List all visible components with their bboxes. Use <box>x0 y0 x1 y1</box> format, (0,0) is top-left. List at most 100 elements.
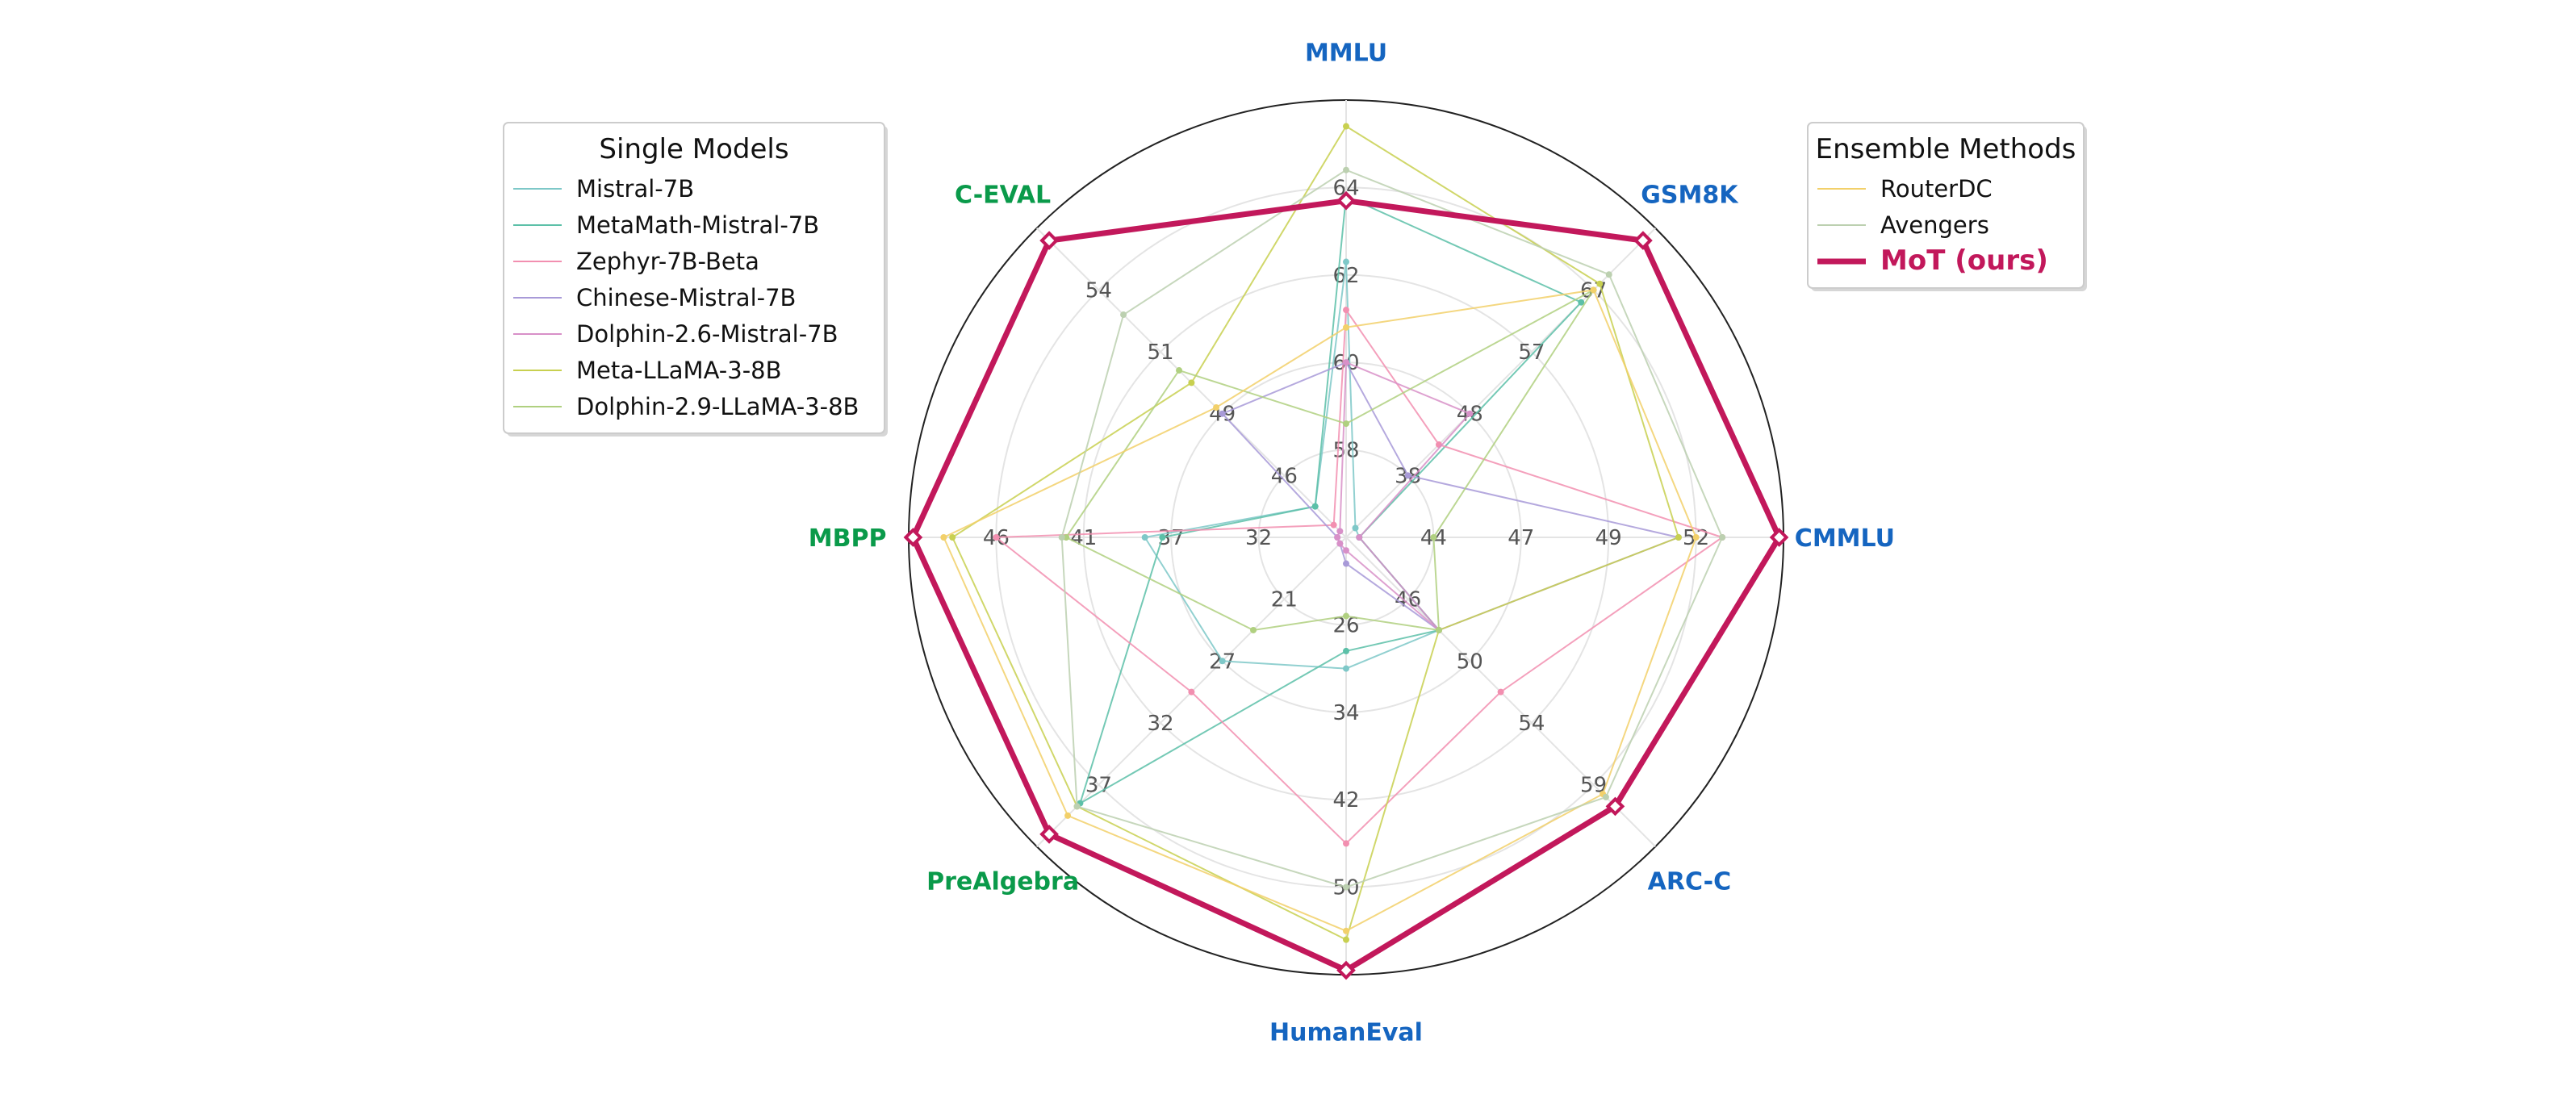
legend-single-models: Single Models Mistral-7B MetaMath-Mistral-… <box>503 122 888 437</box>
tick-label-humaneval-2: 34 <box>1332 701 1359 725</box>
tick-label-c-eval-4: 54 <box>1085 278 1112 303</box>
point-mot-ours-mbpp <box>903 528 923 547</box>
legend-box <box>1807 122 2085 289</box>
legend-label-routerdc: RouterDC <box>1880 175 1993 203</box>
legend-label-metamath-mistral-7b: MetaMath-Mistral-7B <box>576 211 819 239</box>
point-routerdc-mbpp <box>940 534 947 541</box>
point-meta-llama-3-8b-c-eval <box>1188 379 1195 386</box>
legend-label-zephyr-7b-beta: Zephyr-7B-Beta <box>576 248 759 275</box>
point-dolphin-2-9-llama-3-8b-cmmlu <box>1430 534 1437 541</box>
tick-label-prealgebra-3: 32 <box>1148 712 1174 736</box>
point-metamath-mistral-7b-humaneval <box>1343 647 1349 654</box>
point-avengers-mbpp <box>1058 534 1065 541</box>
point-dolphin-2-9-llama-3-8b-prealgebra <box>1250 626 1257 633</box>
legend-label-meta-llama-3-8b: Meta-LLaMA-3-8B <box>576 357 782 384</box>
point-dolphin-2-9-llama-3-8b-mmlu <box>1343 420 1349 428</box>
tick-label-c-eval-1: 46 <box>1271 464 1298 488</box>
point-dolphin-2-6-mistral-7b-gsm8k <box>1466 410 1474 417</box>
point-dolphin-2-6-mistral-7b-mbpp <box>1334 534 1341 541</box>
radar-axis-labels: MMLU GSM8K CMMLU ARC-C HumanEval PreAlgebra MB… <box>809 39 1895 1046</box>
axis-label-cmmlu: CMMLU <box>1795 524 1895 553</box>
point-avengers-mmlu <box>1343 166 1349 173</box>
tick-label-cmmlu-2: 47 <box>1508 526 1534 550</box>
point-routerdc-mmlu <box>1343 324 1349 331</box>
axis-label-gsm8k: GSM8K <box>1641 182 1739 210</box>
point-meta-llama-3-8b-mmlu <box>1343 123 1349 130</box>
legends: Single Models Mistral-7B MetaMath-Mistral-… <box>503 122 2087 437</box>
point-mot-ours-mmlu <box>1336 190 1356 211</box>
radar-series <box>903 123 1789 980</box>
point-metamath-mistral-7b-c-eval <box>1311 503 1319 510</box>
point-avengers-arc-c <box>1602 793 1609 800</box>
axis-line-gsm8k <box>1345 228 1656 538</box>
axis-label-mbpp: MBPP <box>809 524 887 553</box>
point-chinese-mistral-7b-humaneval <box>1343 560 1349 567</box>
tick-label-arc-c-3: 54 <box>1518 712 1545 736</box>
point-mot-ours-cmmlu <box>1769 528 1789 547</box>
point-metamath-mistral-7b-mbpp <box>1159 534 1166 541</box>
legend-label-mistral-7b: Mistral-7B <box>576 175 694 203</box>
point-dolphin-2-6-mistral-7b-mmlu <box>1343 359 1349 366</box>
point-dolphin-2-9-llama-3-8b-c-eval <box>1176 367 1183 374</box>
point-dolphin-2-6-mistral-7b-cmmlu <box>1356 534 1363 541</box>
point-mot-ours-prealgebra <box>1039 825 1059 844</box>
legend-label-avengers: Avengers <box>1880 211 1989 239</box>
legend-label-dolphin-2-9-llama-3-8b: Dolphin-2.9-LLaMA-3-8B <box>576 393 859 420</box>
tick-label-c-eval-3: 51 <box>1148 340 1174 365</box>
point-chinese-mistral-7b-gsm8k <box>1404 472 1411 479</box>
point-mistral-7b-mmlu <box>1343 258 1349 265</box>
point-dolphin-2-6-mistral-7b-humaneval <box>1343 547 1349 554</box>
point-dolphin-2-9-llama-3-8b-arc-c <box>1435 626 1442 633</box>
point-avengers-prealgebra <box>1073 803 1081 810</box>
tick-label-cmmlu-3: 49 <box>1595 526 1622 550</box>
point-meta-llama-3-8b-gsm8k <box>1596 280 1604 287</box>
point-routerdc-c-eval <box>1213 404 1220 411</box>
legend-label-dolphin-2-6-mistral-7b: Dolphin-2.6-Mistral-7B <box>576 320 838 348</box>
series-avengers <box>1058 166 1726 891</box>
axis-label-arc-c: ARC-C <box>1648 867 1732 896</box>
point-mot-ours-c-eval <box>1039 231 1059 250</box>
point-mistral-7b-gsm8k <box>1352 524 1359 532</box>
legend-title: Ensemble Methods <box>1816 133 2076 165</box>
point-avengers-cmmlu <box>1719 534 1726 541</box>
point-meta-llama-3-8b-cmmlu <box>1675 534 1682 541</box>
point-dolphin-2-9-llama-3-8b-humaneval <box>1343 612 1349 620</box>
tick-label-prealgebra-4: 37 <box>1085 774 1112 798</box>
point-avengers-humaneval <box>1343 884 1349 891</box>
point-mot-ours-gsm8k <box>1633 231 1653 250</box>
tick-label-prealgebra-1: 21 <box>1271 588 1298 612</box>
series-line-meta-llama-3-8b <box>951 125 1680 942</box>
point-zephyr-7b-beta-c-eval <box>1330 521 1337 528</box>
point-mistral-7b-prealgebra <box>1219 658 1226 665</box>
legend-ensemble-methods: Ensemble Methods RouterDC Avengers MoT (our… <box>1807 122 2087 291</box>
series-meta-llama-3-8b <box>949 123 1682 943</box>
point-dolphin-2-6-mistral-7b-c-eval <box>1336 528 1344 535</box>
point-avengers-c-eval <box>1120 311 1127 319</box>
point-zephyr-7b-beta-arc-c <box>1497 688 1504 696</box>
point-zephyr-7b-beta-mmlu <box>1343 307 1349 314</box>
point-mot-ours-arc-c <box>1605 796 1625 817</box>
point-routerdc-cmmlu <box>1692 534 1700 541</box>
series-line-dolphin-2-9-llama-3-8b <box>1064 289 1595 632</box>
axis-label-c-eval: C-EVAL <box>955 182 1051 210</box>
point-metamath-mistral-7b-gsm8k <box>1578 299 1585 306</box>
series-line-dolphin-2-6-mistral-7b <box>1336 361 1471 631</box>
point-zephyr-7b-beta-mbpp <box>993 534 1000 541</box>
point-routerdc-gsm8k <box>1590 286 1597 294</box>
point-dolphin-2-6-mistral-7b-prealgebra <box>1336 540 1344 547</box>
series-routerdc <box>940 286 1700 934</box>
tick-label-arc-c-2: 50 <box>1457 650 1483 674</box>
point-routerdc-prealgebra <box>1064 812 1072 819</box>
point-zephyr-7b-beta-humaneval <box>1343 840 1349 847</box>
point-meta-llama-3-8b-humaneval <box>1343 936 1349 943</box>
point-mistral-7b-mbpp <box>1141 534 1148 541</box>
axis-label-prealgebra: PreAlgebra <box>926 867 1079 896</box>
point-routerdc-humaneval <box>1343 927 1349 934</box>
legend-label-chinese-mistral-7b: Chinese-Mistral-7B <box>576 284 796 311</box>
tick-label-humaneval-3: 42 <box>1332 788 1359 812</box>
legend-box <box>503 122 885 434</box>
point-mot-ours-humaneval <box>1336 960 1356 980</box>
point-meta-llama-3-8b-mbpp <box>949 534 956 541</box>
legend-label-mot-ours: MoT (ours) <box>1880 244 2048 277</box>
